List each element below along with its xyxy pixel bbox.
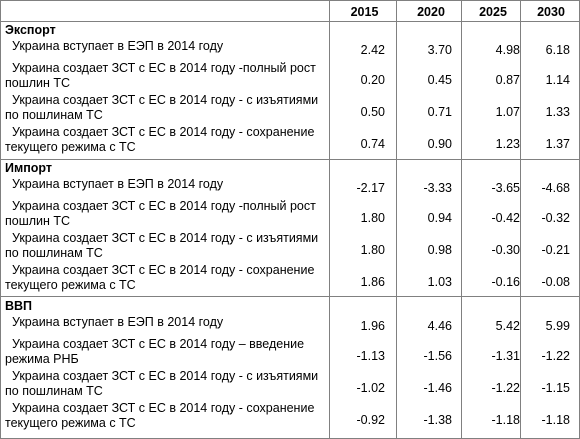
section-title: ВВП — [5, 299, 33, 313]
table-cell: -1.18 — [541, 413, 571, 427]
year-header: 2030 — [537, 5, 565, 19]
section-divider — [1, 159, 579, 160]
table-cell: 1.14 — [545, 73, 570, 87]
table-cell: -0.92 — [356, 413, 386, 427]
row-label: Украина создает ЗСТ с ЕС в 2014 году - с… — [5, 93, 319, 122]
table-cell: 1.07 — [495, 105, 520, 119]
table-cell: -3.65 — [491, 181, 521, 195]
table-cell: 5.99 — [545, 319, 570, 333]
row-label: Украина создает ЗСТ с ЕС в 2014 году -по… — [5, 199, 316, 228]
row-label: Украина вступает в ЕЭП в 2014 году — [5, 315, 224, 329]
table-cell: 0.20 — [360, 73, 385, 87]
row-label: Украина создает ЗСТ с ЕС в 2014 году - с… — [5, 401, 315, 430]
table-cell: 1.80 — [360, 243, 385, 257]
row-label: Украина создает ЗСТ с ЕС в 2014 году – в… — [5, 337, 305, 366]
column-divider — [520, 1, 521, 438]
table-cell: -0.30 — [491, 243, 521, 257]
table-cell: -1.22 — [541, 349, 571, 363]
table-cell: 0.98 — [427, 243, 452, 257]
year-header: 2020 — [417, 5, 445, 19]
table-cell: -0.16 — [491, 275, 521, 289]
table-cell: 5.42 — [495, 319, 520, 333]
table-cell: -1.18 — [491, 413, 521, 427]
table-cell: 3.70 — [427, 43, 452, 57]
row-label: Украина создает ЗСТ с ЕС в 2014 году - с… — [5, 369, 319, 398]
row-label: Украина создает ЗСТ с ЕС в 2014 году - с… — [5, 125, 315, 154]
table-cell: -1.56 — [423, 349, 453, 363]
table-cell: 4.46 — [427, 319, 452, 333]
table-cell: -1.02 — [356, 381, 386, 395]
table-cell: 0.50 — [360, 105, 385, 119]
table-cell: 0.74 — [360, 137, 385, 151]
table-cell: -1.46 — [423, 381, 453, 395]
column-divider — [396, 1, 397, 438]
table-cell: 0.87 — [495, 73, 520, 87]
year-header: 2025 — [479, 5, 507, 19]
table-cell: -4.68 — [541, 181, 571, 195]
table-cell: 6.18 — [545, 43, 570, 57]
row-label: Украина создает ЗСТ с ЕС в 2014 году -по… — [5, 61, 316, 90]
section-divider — [1, 21, 579, 22]
table-cell: 4.98 — [495, 43, 520, 57]
row-label: Украина создает ЗСТ с ЕС в 2014 году - с… — [5, 263, 315, 292]
table-cell: -1.31 — [491, 349, 521, 363]
row-label: Украина вступает в ЕЭП в 2014 году — [5, 177, 224, 191]
table-cell: -3.33 — [423, 181, 453, 195]
section-title: Импорт — [5, 161, 53, 175]
column-divider — [461, 1, 462, 438]
table-cell: -1.38 — [423, 413, 453, 427]
section-divider — [1, 296, 579, 297]
table-cell: -1.13 — [356, 349, 386, 363]
table-cell: -0.42 — [491, 211, 521, 225]
table-cell: -2.17 — [356, 181, 386, 195]
table-cell: -0.21 — [541, 243, 571, 257]
table-cell: 1.23 — [495, 137, 520, 151]
table-cell: 0.90 — [427, 137, 452, 151]
table-cell: 1.86 — [360, 275, 385, 289]
table-cell: 0.94 — [427, 211, 452, 225]
table-cell: 1.03 — [427, 275, 452, 289]
table-cell: 0.71 — [427, 105, 452, 119]
table-cell: -1.15 — [541, 381, 571, 395]
table-cell: 1.96 — [360, 319, 385, 333]
section-title: Экспорт — [5, 23, 56, 37]
table-cell: 0.45 — [427, 73, 452, 87]
table-cell: 2.42 — [360, 43, 385, 57]
table-cell: -1.22 — [491, 381, 521, 395]
year-header: 2015 — [350, 5, 379, 19]
table-cell: -0.08 — [541, 275, 571, 289]
table-cell: 1.33 — [545, 105, 570, 119]
table-cell: -0.32 — [541, 211, 571, 225]
table-cell: 1.80 — [360, 211, 385, 225]
row-label: Украина вступает в ЕЭП в 2014 году — [5, 39, 224, 53]
row-label: Украина создает ЗСТ с ЕС в 2014 году - с… — [5, 231, 319, 260]
column-divider — [329, 1, 330, 438]
table-cell: 1.37 — [545, 137, 570, 151]
